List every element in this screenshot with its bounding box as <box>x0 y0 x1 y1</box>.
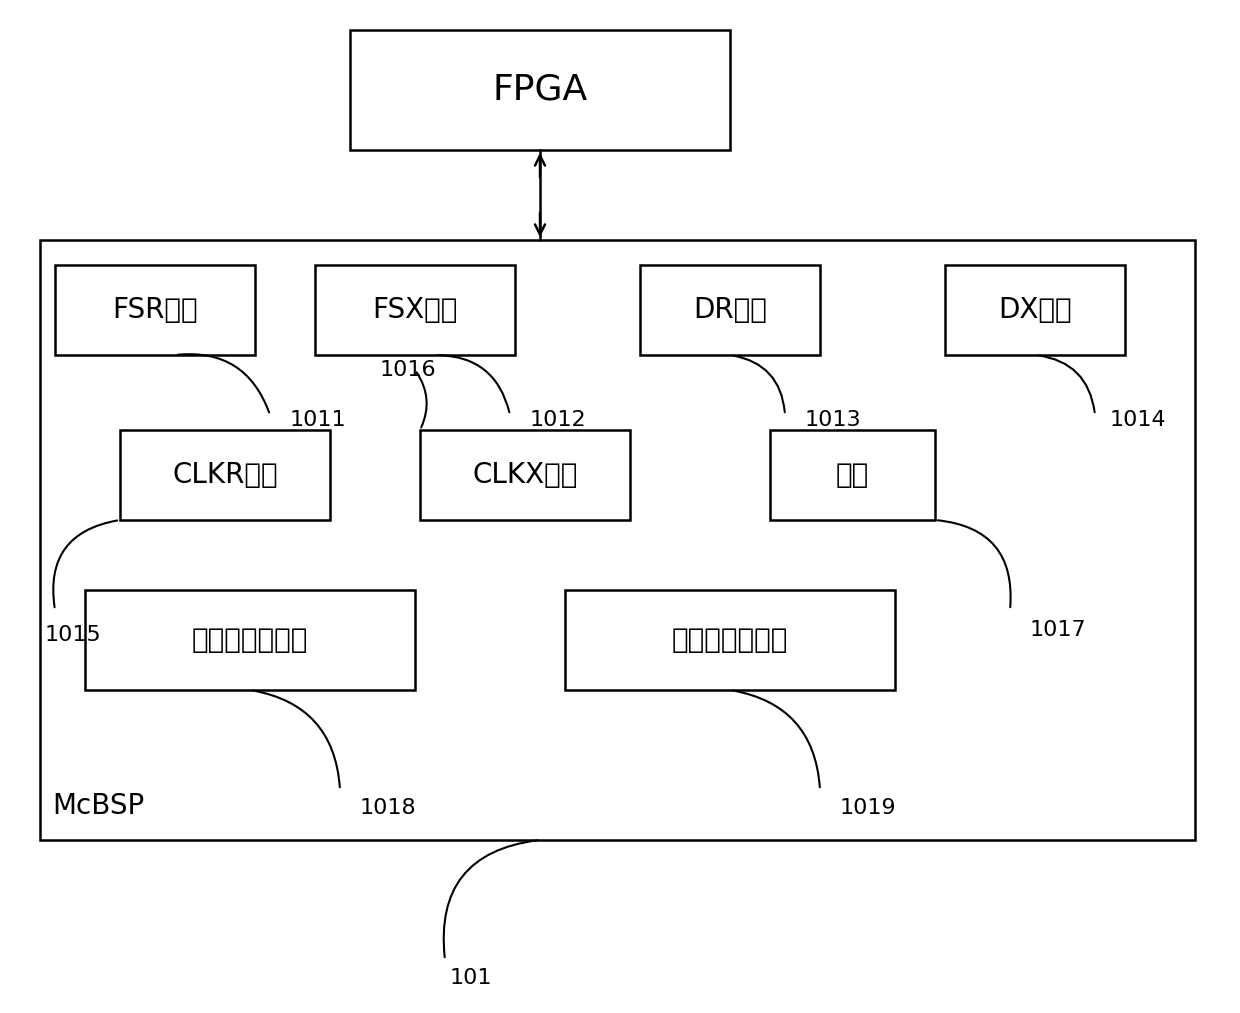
Text: 数据接收寄存器: 数据接收寄存器 <box>192 626 309 654</box>
Text: DX管脚: DX管脚 <box>998 296 1071 324</box>
Text: 1018: 1018 <box>360 798 417 819</box>
Text: 缓存: 缓存 <box>836 461 869 489</box>
Bar <box>315 265 515 355</box>
Text: DR管脚: DR管脚 <box>693 296 766 324</box>
Text: FSX管脚: FSX管脚 <box>372 296 458 324</box>
Text: CLKX管脚: CLKX管脚 <box>472 461 578 489</box>
Text: 101: 101 <box>450 968 492 988</box>
Bar <box>86 590 415 690</box>
Bar <box>770 430 935 520</box>
Bar <box>120 430 330 520</box>
Text: FSR管脚: FSR管脚 <box>112 296 198 324</box>
Text: 1017: 1017 <box>1030 620 1086 640</box>
Bar <box>40 240 1195 840</box>
Text: FPGA: FPGA <box>492 73 588 107</box>
Bar <box>640 265 820 355</box>
Text: 数据发送寄存器: 数据发送寄存器 <box>672 626 789 654</box>
Bar <box>420 430 630 520</box>
Bar <box>565 590 895 690</box>
Bar <box>55 265 255 355</box>
Text: 1012: 1012 <box>529 410 587 430</box>
Text: CLKR管脚: CLKR管脚 <box>172 461 278 489</box>
Bar <box>350 30 730 150</box>
Text: McBSP: McBSP <box>52 792 144 820</box>
Text: 1013: 1013 <box>805 410 862 430</box>
Text: 1019: 1019 <box>839 798 897 819</box>
Bar <box>945 265 1125 355</box>
Text: 1014: 1014 <box>1110 410 1167 430</box>
Text: 1011: 1011 <box>290 410 347 430</box>
Text: 1015: 1015 <box>45 625 102 645</box>
Text: 1016: 1016 <box>379 360 436 380</box>
